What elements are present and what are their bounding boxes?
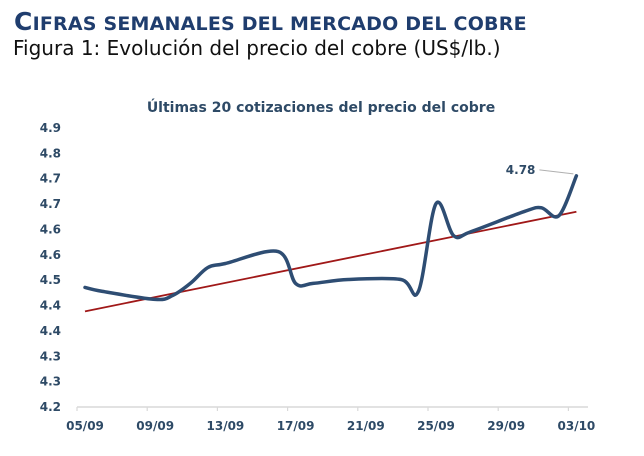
y-tick-label: 4.2 <box>40 400 61 414</box>
x-tick-label: 17/09 <box>277 419 315 433</box>
trend-line <box>84 210 577 313</box>
y-tick-label: 4.7 <box>40 197 61 211</box>
chart-title: Últimas 20 cotizaciones del precio del c… <box>147 98 495 116</box>
report-heading-initial: C <box>14 7 33 36</box>
report-heading: CIFRAS SEMANALES DEL MERCADO DEL COBRE <box>14 7 527 36</box>
x-tick-label: 13/09 <box>207 419 245 433</box>
annotations: 4.78 <box>506 163 574 177</box>
y-tick-label: 4.5 <box>40 273 61 287</box>
x-tick-label: 21/09 <box>347 419 385 433</box>
y-tick-label: 4.4 <box>40 299 61 313</box>
price-line <box>83 174 579 302</box>
x-axis: 05/09 09/09 13/09 17/09 21/09 25/09 29/09 03/10 <box>66 406 596 433</box>
last-value-label: 4.78 <box>506 163 536 177</box>
y-tick-label: 4.4 <box>40 324 61 338</box>
x-tick-label: 25/09 <box>417 419 455 433</box>
y-tick-label: 4.7 <box>40 172 61 186</box>
x-tick-label: 29/09 <box>487 419 525 433</box>
annotation-leader-line <box>539 169 574 175</box>
y-tick-label: 4.6 <box>40 248 61 262</box>
x-tick-label: 09/09 <box>136 419 174 433</box>
y-tick-label: 4.8 <box>40 146 61 160</box>
series-group <box>83 174 579 313</box>
y-tick-label: 4.3 <box>40 349 61 363</box>
y-tick-label: 4.6 <box>40 222 61 236</box>
x-tick-label: 03/10 <box>558 419 596 433</box>
y-tick-label: 4.3 <box>40 375 61 389</box>
figure-caption: Figura 1: Evolución del precio del cobre… <box>13 36 501 60</box>
y-axis: 4.9 4.8 4.7 4.7 4.6 4.6 4.5 4.4 4.4 4.3 4.3 4.2 <box>40 121 61 414</box>
report-heading-rest: IFRAS SEMANALES DEL MERCADO DEL COBRE <box>32 13 527 35</box>
y-tick-label: 4.9 <box>40 121 61 135</box>
x-tick-label: 05/09 <box>66 419 104 433</box>
